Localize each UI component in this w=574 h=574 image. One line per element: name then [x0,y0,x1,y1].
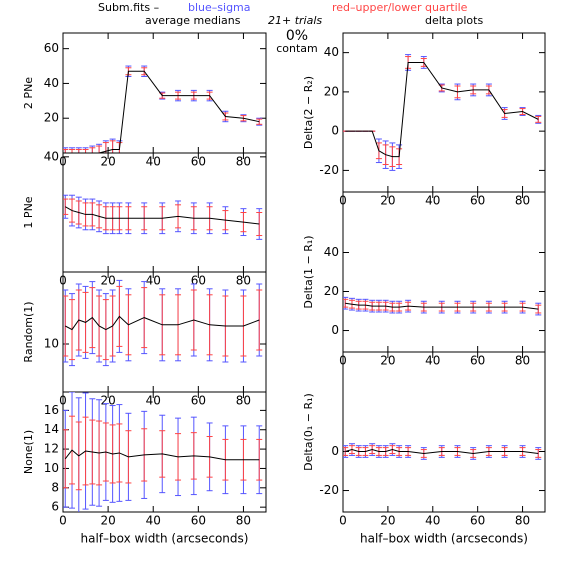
y-tick-label: 0 [331,124,339,138]
median-line [65,315,260,331]
x-tick-label: 60 [191,514,206,528]
y-tick-label: 8 [51,480,59,494]
y-tick-label: 6 [51,500,59,514]
x-tick-label: 20 [100,155,115,169]
plot-area [343,296,542,316]
y-tick-label: 12 [44,442,59,456]
panel-frame [342,351,546,513]
y-tick-label: 0 [331,323,339,337]
y-tick-label: 40 [44,149,59,163]
quartile-errorbar [63,149,69,153]
x-axis-label: half–box width (arcseconds) [81,532,249,546]
y-axis-label: None(1) [22,430,35,474]
median-line [65,206,260,225]
x-tick-label: 0 [339,514,347,528]
legend-file: Subm.fits – [98,1,159,14]
plot-area [63,392,263,512]
y-tick-label: 60 [44,41,59,55]
x-tick-label: 40 [425,514,440,528]
contam-pct: 0% [286,28,308,44]
right-title: delta plots [425,14,483,27]
plot-area [63,279,263,367]
quartile-errorbar [96,145,103,153]
y-axis-label: 2 PNe [22,77,35,109]
panel-frame [62,271,267,393]
x-tick-label: 60 [191,155,206,169]
x-tick-label: 60 [470,354,485,368]
median-line [345,61,539,158]
x-tick-label: 80 [236,514,251,528]
x-tick-label: 60 [470,194,485,208]
contam: contam [276,42,318,55]
y-tick-label: 40 [324,245,339,259]
quartile-errorbar [89,147,96,153]
y-tick-label: 14 [44,422,59,436]
y-axis-label: Random(1) [22,301,35,362]
x-tick-label: 60 [470,514,485,528]
x-axis-label: half–box width (arcseconds) [360,532,528,546]
x-tick-label: 80 [236,274,251,288]
y-axis-label: Delta(1 − R₁) [302,235,315,308]
panel-frame [62,391,267,513]
x-tick-label: 80 [236,394,251,408]
plot-area [343,443,542,460]
plot-area [63,65,263,153]
y-tick-label: 20 [44,111,59,125]
x-tick-label: 80 [515,354,530,368]
y-tick-label: 40 [44,76,59,90]
plot-area [63,194,263,240]
x-tick-label: 0 [59,514,67,528]
y-tick-label: 20 [324,84,339,98]
x-tick-label: 20 [100,274,115,288]
x-tick-label: 20 [100,514,115,528]
y-axis-label: Delta(0₁ − R₁) [302,393,315,471]
y-axis-label: 1 PNe [22,196,35,228]
quartile-errorbar [69,149,76,153]
median-line [345,449,539,454]
y-tick-label: 0 [331,444,339,458]
median-line [345,302,539,310]
x-tick-label: 40 [425,354,440,368]
panel-frame [62,152,267,273]
x-tick-label: 40 [425,194,440,208]
median-line [64,449,260,461]
y-tick-label: 10 [44,461,59,475]
x-tick-label: 80 [515,514,530,528]
legend-sigma: blue–sigma [188,1,251,14]
y-axis-label: Delta(2 − R₂) [302,76,315,149]
quartile-errorbar [82,149,89,153]
quartile-errorbar [75,149,82,153]
y-tick-label: 20 [324,284,339,298]
x-tick-label: 40 [146,394,161,408]
y-tick-label: 16 [44,403,59,417]
x-tick-label: 40 [146,274,161,288]
legend-quartile: red–upper/lower quartile [332,1,468,14]
panel-frame [342,191,546,353]
x-tick-label: 60 [191,394,206,408]
x-tick-label: 40 [146,514,161,528]
left-title: average medians [145,14,241,27]
y-tick-label: -20 [319,163,339,177]
x-tick-label: 20 [380,354,395,368]
median-line [65,70,260,153]
y-tick-label: 40 [324,45,339,59]
trials: 21+ trials [268,14,322,27]
x-tick-label: 80 [236,155,251,169]
x-tick-label: 40 [146,155,161,169]
x-tick-label: 20 [380,514,395,528]
plot-area [343,54,542,171]
y-tick-label: -20 [319,483,339,497]
x-tick-label: 80 [515,194,530,208]
x-tick-label: 20 [380,194,395,208]
y-tick-label: 10 [44,337,59,351]
